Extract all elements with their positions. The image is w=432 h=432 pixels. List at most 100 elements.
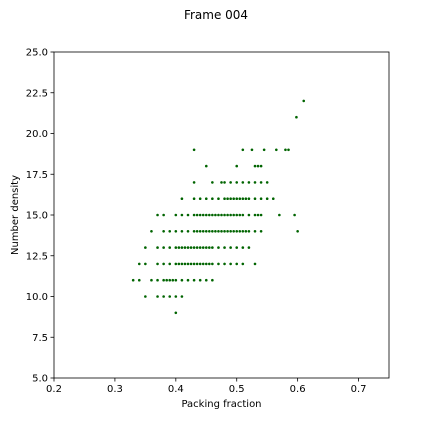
data-point xyxy=(223,197,226,200)
data-point xyxy=(284,148,287,152)
data-point xyxy=(192,181,196,184)
data-point xyxy=(186,262,190,266)
data-point xyxy=(195,213,199,217)
y-tick-label: 12.5 xyxy=(26,251,48,262)
data-point xyxy=(201,213,205,217)
x-tick-label: 0.4 xyxy=(168,384,184,395)
data-point xyxy=(204,246,208,249)
data-point xyxy=(192,246,196,249)
data-point xyxy=(198,246,202,249)
data-point xyxy=(287,148,290,152)
data-point xyxy=(296,230,299,233)
data-point xyxy=(180,295,184,298)
data-point xyxy=(220,181,223,184)
data-point xyxy=(150,278,153,282)
data-point xyxy=(168,246,172,249)
data-point xyxy=(293,213,296,217)
data-point xyxy=(180,213,184,217)
data-point xyxy=(156,246,159,249)
data-point xyxy=(223,230,226,233)
data-point xyxy=(174,213,178,217)
data-point xyxy=(244,197,248,200)
data-point xyxy=(162,246,165,249)
data-point xyxy=(204,197,208,200)
data-point xyxy=(192,278,196,282)
data-point xyxy=(204,278,208,282)
y-axis-label: Number density xyxy=(10,175,21,255)
data-point xyxy=(214,213,217,217)
data-point xyxy=(235,246,239,249)
data-point xyxy=(238,197,242,200)
data-point xyxy=(201,246,205,249)
data-point xyxy=(265,197,269,200)
data-point xyxy=(247,181,251,184)
data-point xyxy=(247,230,251,233)
data-point xyxy=(180,197,184,200)
data-point xyxy=(241,230,245,233)
data-point xyxy=(183,262,187,266)
data-point xyxy=(226,230,229,233)
data-point xyxy=(253,197,257,200)
data-point xyxy=(137,278,141,282)
y-tick-label: 7.5 xyxy=(32,333,48,344)
data-point xyxy=(295,115,298,119)
data-point xyxy=(180,262,184,266)
x-tick-label: 0.3 xyxy=(107,384,123,395)
data-point xyxy=(168,295,172,298)
data-point xyxy=(217,197,220,200)
data-point xyxy=(192,230,196,233)
data-point xyxy=(208,262,211,266)
data-point xyxy=(262,148,266,152)
data-point xyxy=(198,213,202,217)
data-point xyxy=(241,213,245,217)
data-point xyxy=(189,262,193,266)
data-point xyxy=(168,230,172,233)
data-point xyxy=(250,148,254,152)
data-point xyxy=(180,230,184,233)
data-point xyxy=(229,230,232,233)
data-point xyxy=(241,246,245,249)
data-point xyxy=(177,262,181,266)
data-point xyxy=(259,213,263,217)
data-point xyxy=(195,230,199,233)
data-point xyxy=(220,213,223,217)
data-point xyxy=(204,230,208,233)
data-point xyxy=(229,262,232,266)
data-point xyxy=(156,262,159,266)
data-point xyxy=(180,278,184,282)
data-point xyxy=(208,246,211,249)
data-point xyxy=(217,230,220,233)
data-point xyxy=(265,181,269,184)
data-point xyxy=(192,197,196,200)
data-point xyxy=(174,311,178,315)
data-point xyxy=(241,181,245,184)
data-point xyxy=(302,99,306,103)
y-tick-label: 15.0 xyxy=(26,211,48,222)
data-point xyxy=(174,295,178,298)
data-point xyxy=(226,197,229,200)
data-point xyxy=(150,230,153,233)
data-point xyxy=(256,164,260,168)
chart-title: Frame 004 xyxy=(184,8,248,22)
data-point xyxy=(253,164,257,168)
data-point xyxy=(235,181,239,184)
data-point xyxy=(174,246,178,249)
data-point xyxy=(144,295,147,298)
data-point xyxy=(162,213,165,217)
data-point xyxy=(253,181,257,184)
data-point xyxy=(244,230,248,233)
data-point xyxy=(229,213,232,217)
data-point xyxy=(204,164,208,168)
data-point xyxy=(211,230,214,233)
x-tick-label: 0.2 xyxy=(46,384,62,395)
data-point xyxy=(208,230,211,233)
data-point xyxy=(235,262,239,266)
data-point xyxy=(217,246,220,249)
data-point xyxy=(192,262,196,266)
data-point xyxy=(211,213,214,217)
data-point xyxy=(162,278,165,282)
data-point xyxy=(171,278,175,282)
data-point xyxy=(162,230,165,233)
